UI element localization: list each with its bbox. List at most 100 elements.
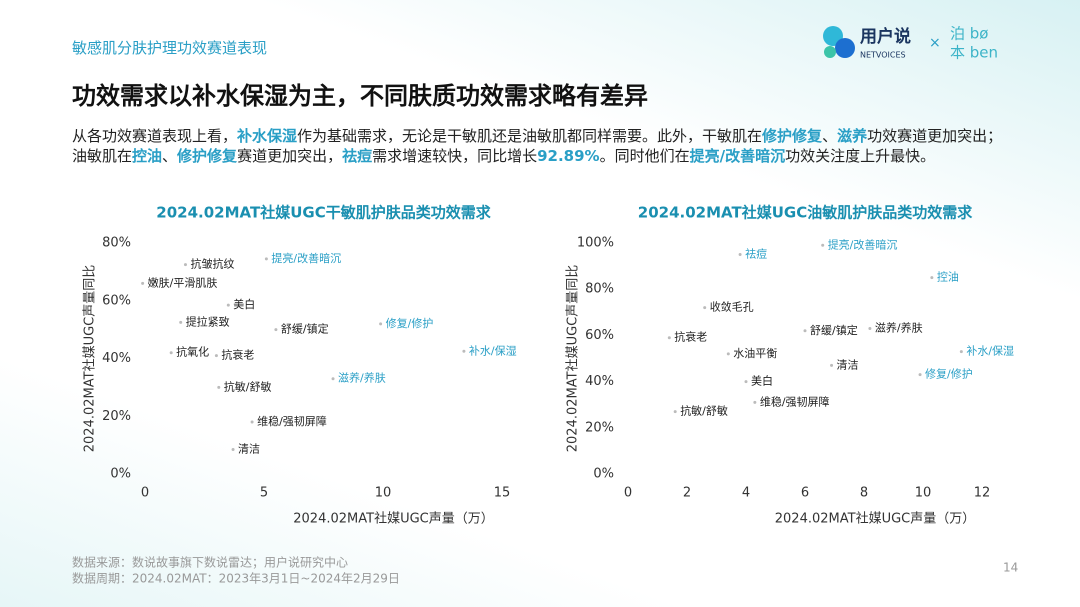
text: 。同时他们在 [599, 147, 690, 165]
point [250, 420, 254, 424]
point [217, 385, 221, 389]
x-tick-label: 5 [260, 486, 268, 501]
point-label: 抗衰老 [221, 348, 254, 362]
slide-title: 功效需求以补水保湿为主，不同肤质功效需求略有差异 [72, 82, 648, 110]
point-label: 嫩肤/平滑肌肤 [148, 275, 218, 289]
y-tick-label: 100% [577, 236, 614, 251]
point [379, 322, 383, 326]
point [264, 257, 268, 261]
point-label: 补水/保湿 [966, 344, 1014, 358]
point-label: 美白 [233, 297, 255, 311]
text: 赛道更加突出， [237, 147, 343, 165]
x-tick-label: 2 [683, 486, 691, 501]
logo-times: × [929, 35, 941, 51]
point-label: 抗氧化 [176, 345, 209, 359]
x-axis-title: 2024.02MAT社媒UGC声量（万） [775, 511, 975, 527]
source: 数据来源：数说故事旗下数说雷达；用户说研究中心 [72, 555, 348, 570]
x-tick-label: 10 [375, 486, 392, 501]
point [183, 263, 187, 267]
point-label: 控油 [937, 270, 959, 284]
highlight-text: 修护修复 [177, 147, 238, 165]
y-tick-label: 20% [102, 409, 131, 424]
point [744, 380, 748, 384]
point [930, 276, 934, 280]
y-tick-label: 60% [102, 293, 131, 308]
point [918, 373, 922, 377]
x-tick-label: 10 [915, 486, 932, 501]
highlight-text: 控油 [132, 147, 163, 165]
point [331, 377, 335, 381]
point [959, 350, 963, 354]
logo-brand: 用户说 [860, 26, 911, 47]
y-tick-label: 80% [585, 282, 614, 297]
point-label: 修复/修护 [925, 367, 973, 381]
text: 需求增速较快，同比增长 [372, 147, 538, 165]
section-label: 敏感肌分肤护理功效赛道表现 [72, 39, 268, 57]
text: 功效赛道更加突出；油敏肌在 [72, 127, 1003, 165]
x-tick-label: 6 [801, 486, 809, 501]
x-tick-label: 0 [141, 486, 149, 501]
highlight-text: 祛痘 [342, 147, 373, 165]
point [462, 349, 466, 353]
y-axis-title: 2024.02MAT社媒UGC声量同比 [565, 265, 581, 452]
y-axis-title: 2024.02MAT社媒UGC声量同比 [82, 265, 98, 452]
point-label: 抗衰老 [674, 330, 707, 344]
chart-title: 2024.02MAT社媒UGC干敏肌护肤品类功效需求 [156, 204, 491, 222]
summary-paragraph: 从各功效赛道表现上看，补水保湿作为基础需求，无论是干敏肌还是油敏肌都同样需要。此… [72, 126, 1017, 166]
point [169, 351, 173, 355]
highlight-text: 修护修复 [762, 127, 823, 145]
x-tick-label: 4 [742, 486, 750, 501]
point [179, 320, 183, 324]
logo-partner: 泊 bø [950, 25, 988, 43]
point-label: 舒缓/镇定 [281, 322, 329, 336]
point [141, 281, 145, 285]
logo-icon [823, 26, 855, 58]
logo-brand-en: NETVOICES [860, 51, 906, 60]
point-label: 维稳/强韧屏障 [257, 414, 327, 428]
chart-title: 2024.02MAT社媒UGC油敏肌护肤品类功效需求 [638, 204, 973, 222]
point-label: 维稳/强韧屏障 [760, 394, 830, 408]
y-tick-label: 40% [102, 351, 131, 366]
y-tick-label: 80% [102, 236, 131, 251]
point-label: 滋养/养肤 [338, 371, 386, 385]
x-tick-label: 0 [624, 486, 632, 501]
point-label: 修复/修护 [386, 316, 434, 330]
highlight-text: 补水保湿 [237, 127, 298, 145]
y-tick-label: 0% [593, 467, 614, 482]
point [868, 326, 872, 330]
point [738, 253, 742, 257]
point-label: 美白 [751, 374, 773, 388]
point-label: 提亮/改善暗沉 [828, 237, 898, 251]
point [703, 306, 707, 310]
point-label: 提拉紧致 [186, 314, 230, 328]
logo-partner: 本 ben [950, 44, 998, 62]
x-axis-title: 2024.02MAT社媒UGC声量（万） [293, 511, 493, 527]
point-label: 收敛毛孔 [710, 300, 754, 314]
text: 、 [162, 147, 178, 165]
x-tick-label: 12 [974, 486, 991, 501]
point-label: 抗皱抗纹 [190, 257, 234, 271]
y-tick-label: 40% [585, 374, 614, 389]
point [821, 243, 825, 247]
text: 功效关注度上升最快。 [785, 147, 936, 165]
point [830, 363, 834, 367]
point-label: 祛痘 [745, 247, 767, 261]
page-number: 14 [1003, 561, 1018, 575]
point-label: 水油平衡 [733, 346, 777, 360]
highlight-text: 滋养 [837, 127, 868, 145]
point-label: 舒缓/镇定 [810, 323, 858, 337]
point [274, 328, 278, 332]
point-label: 清洁 [837, 358, 859, 371]
point [753, 400, 757, 404]
point [667, 336, 671, 340]
text: 作为基础需求，无论是干敏肌还是油敏肌都同样需要。此外，干敏肌在 [297, 127, 763, 145]
point-label: 滋养/养肤 [875, 320, 923, 334]
highlight-text: 92.89% [537, 147, 600, 165]
highlight-text: 提亮/改善暗沉 [689, 147, 786, 165]
point [803, 329, 807, 333]
point-label: 补水/保湿 [469, 343, 517, 357]
point-label: 抗敏/舒敏 [224, 379, 272, 393]
point-label: 提亮/改善暗沉 [271, 251, 341, 265]
